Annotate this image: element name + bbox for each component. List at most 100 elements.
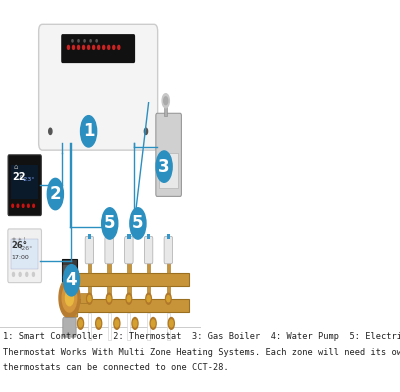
Text: 1: 1 xyxy=(83,122,94,140)
Circle shape xyxy=(88,296,91,302)
Circle shape xyxy=(59,278,80,318)
Circle shape xyxy=(130,208,146,239)
Text: 17:00: 17:00 xyxy=(11,255,29,260)
Text: 2: 2 xyxy=(50,185,61,203)
Circle shape xyxy=(114,318,120,329)
Bar xyxy=(147,261,150,273)
FancyBboxPatch shape xyxy=(164,236,172,264)
Circle shape xyxy=(126,293,132,304)
Bar xyxy=(147,313,150,340)
Bar xyxy=(127,286,131,298)
Circle shape xyxy=(102,208,118,239)
Bar xyxy=(12,165,38,199)
FancyBboxPatch shape xyxy=(105,236,113,264)
Bar xyxy=(108,313,110,340)
Circle shape xyxy=(78,45,80,49)
Bar xyxy=(88,286,91,298)
Text: c: c xyxy=(20,174,23,180)
Circle shape xyxy=(68,45,70,49)
Circle shape xyxy=(97,320,100,327)
Text: thermostats can be connected to one CCT-28.: thermostats can be connected to one CCT-… xyxy=(3,363,229,372)
Circle shape xyxy=(90,40,91,42)
FancyBboxPatch shape xyxy=(8,229,42,283)
Circle shape xyxy=(82,45,84,49)
Circle shape xyxy=(167,296,170,302)
Circle shape xyxy=(84,40,85,42)
Circle shape xyxy=(146,293,152,304)
Bar xyxy=(76,273,189,286)
Text: 1: Smart Controller  2: Thermostat  3: Gas Boiler  4: Water Pump  5: Electric Ac: 1: Smart Controller 2: Thermostat 3: Gas… xyxy=(3,332,400,341)
FancyBboxPatch shape xyxy=(63,265,76,279)
Circle shape xyxy=(33,204,34,207)
Bar xyxy=(128,313,130,340)
Circle shape xyxy=(144,128,148,134)
Circle shape xyxy=(32,272,34,276)
Bar xyxy=(127,234,131,239)
Circle shape xyxy=(19,272,21,276)
Circle shape xyxy=(151,320,155,327)
Circle shape xyxy=(103,45,105,49)
Bar xyxy=(166,286,170,298)
FancyBboxPatch shape xyxy=(39,24,158,150)
Circle shape xyxy=(133,320,137,327)
Circle shape xyxy=(113,45,115,49)
Bar xyxy=(147,286,150,298)
Circle shape xyxy=(147,296,150,302)
Text: 26°: 26° xyxy=(11,241,27,250)
Bar xyxy=(166,234,170,239)
Circle shape xyxy=(108,45,110,49)
Circle shape xyxy=(108,296,111,302)
Circle shape xyxy=(22,204,24,207)
FancyBboxPatch shape xyxy=(72,268,78,292)
Circle shape xyxy=(88,45,90,49)
Circle shape xyxy=(72,40,73,42)
Circle shape xyxy=(115,320,119,327)
Bar xyxy=(160,153,178,188)
Circle shape xyxy=(12,272,14,276)
Text: 3: 3 xyxy=(158,158,170,176)
Bar xyxy=(107,286,111,298)
Circle shape xyxy=(96,318,102,329)
Circle shape xyxy=(80,116,97,147)
Circle shape xyxy=(72,45,74,49)
FancyBboxPatch shape xyxy=(8,155,41,216)
Circle shape xyxy=(98,45,100,49)
Bar xyxy=(107,234,111,239)
Text: 5: 5 xyxy=(132,214,144,232)
Text: -26°: -26° xyxy=(20,246,33,251)
Circle shape xyxy=(49,128,52,134)
Circle shape xyxy=(166,293,171,304)
Circle shape xyxy=(164,97,168,105)
Circle shape xyxy=(12,204,14,207)
Bar xyxy=(88,313,91,340)
Circle shape xyxy=(86,293,92,304)
Circle shape xyxy=(168,318,174,329)
Circle shape xyxy=(132,318,138,329)
Circle shape xyxy=(170,320,173,327)
Bar xyxy=(88,261,91,273)
Bar xyxy=(80,293,89,303)
Bar xyxy=(127,261,131,273)
Circle shape xyxy=(96,40,97,42)
Bar xyxy=(107,261,111,273)
Circle shape xyxy=(79,320,82,327)
Bar xyxy=(166,261,170,273)
Bar xyxy=(76,299,189,312)
Circle shape xyxy=(118,45,120,49)
Text: -23°: -23° xyxy=(22,178,36,183)
Bar xyxy=(164,102,168,116)
Circle shape xyxy=(47,178,64,210)
Text: 4: 4 xyxy=(66,271,77,289)
Circle shape xyxy=(26,272,28,276)
Circle shape xyxy=(150,318,156,329)
Bar xyxy=(11,239,38,269)
Circle shape xyxy=(162,94,169,108)
FancyBboxPatch shape xyxy=(85,236,94,264)
Circle shape xyxy=(156,151,172,182)
FancyBboxPatch shape xyxy=(61,34,135,63)
Bar xyxy=(147,234,150,239)
Circle shape xyxy=(62,284,77,312)
Circle shape xyxy=(127,296,130,302)
FancyBboxPatch shape xyxy=(144,236,153,264)
FancyBboxPatch shape xyxy=(63,318,76,337)
